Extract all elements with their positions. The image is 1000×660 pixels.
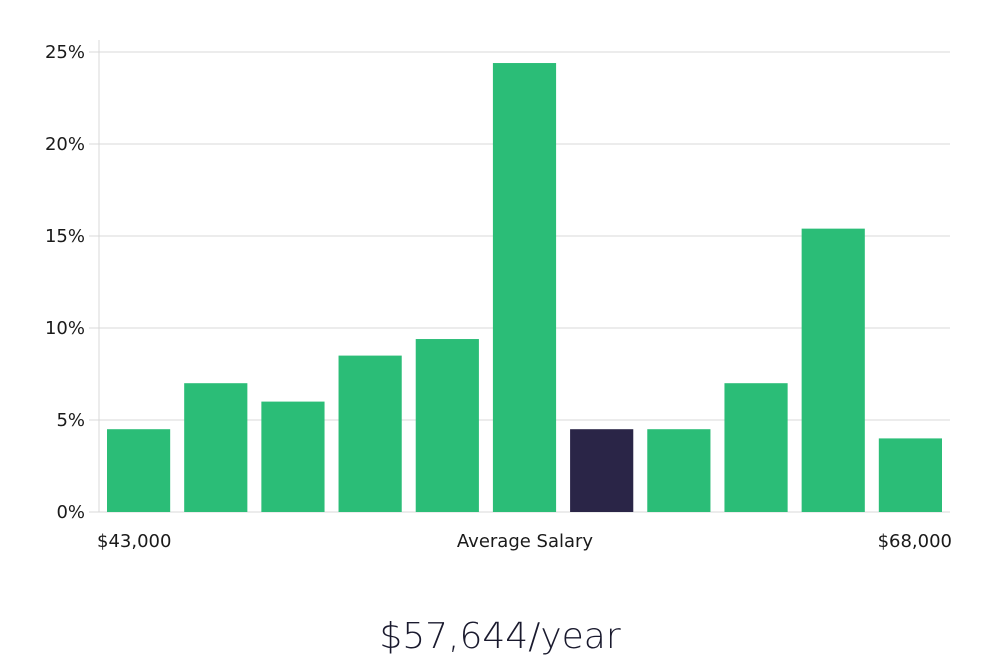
average-salary-value: $57,644/year	[379, 616, 621, 657]
x-label-max: $68,000	[878, 531, 952, 552]
x-axis-title: Average Salary	[457, 531, 594, 552]
bar	[878, 438, 942, 512]
bar	[801, 228, 865, 512]
y-tick-label: 25%	[45, 42, 85, 63]
bar	[261, 401, 325, 512]
y-tick-label: 10%	[45, 318, 85, 339]
bars	[107, 63, 942, 512]
x-label-min: $43,000	[97, 531, 171, 552]
bar	[415, 339, 479, 512]
bar	[724, 383, 788, 512]
bar	[647, 429, 711, 512]
bar-highlighted	[570, 429, 634, 512]
y-tick-label: 20%	[45, 134, 85, 155]
y-tick-label: 5%	[56, 410, 85, 431]
bar	[184, 383, 248, 512]
y-tick-label: 0%	[56, 502, 85, 523]
y-axis-ticks: 0% 5% 10% 15% 20% 25%	[45, 42, 85, 523]
y-tick-label: 15%	[45, 226, 85, 247]
bar	[107, 429, 171, 512]
bar	[338, 355, 402, 512]
bar	[492, 63, 557, 512]
